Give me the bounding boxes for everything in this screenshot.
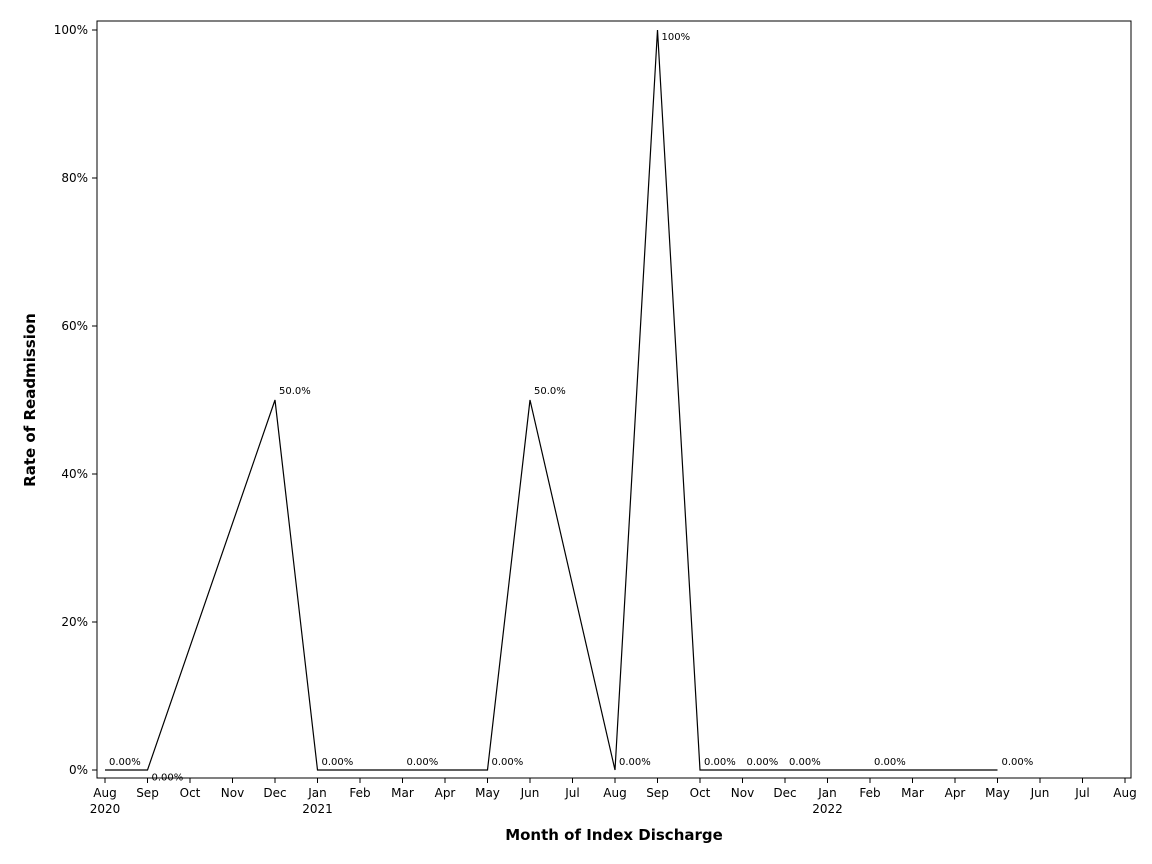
x-tick-label: Jun [1030, 786, 1050, 800]
y-axis-title: Rate of Readmission [21, 313, 39, 487]
x-tick-label: Aug [603, 786, 626, 800]
data-label: 0.00% [407, 757, 439, 768]
x-tick-year-label: 2022 [812, 802, 843, 816]
x-tick-year-label: 2021 [302, 802, 333, 816]
x-tick-label: Sep [646, 786, 669, 800]
x-tick-label: Apr [945, 786, 966, 800]
x-tick-label: May [475, 786, 500, 800]
data-label: 0.00% [492, 757, 524, 768]
data-label: 0.00% [322, 757, 354, 768]
x-tick-label: Feb [349, 786, 370, 800]
x-tick-label: Jul [564, 786, 579, 800]
x-axis: Aug 2020 Sep Oct Nov Dec Jan 2021 Feb Mar Apr May Ju… [90, 778, 1137, 816]
y-tick-label: 40% [61, 467, 88, 481]
x-tick-label: Jun [520, 786, 540, 800]
x-tick-year-label: 2020 [90, 802, 121, 816]
x-tick-label: May [985, 786, 1010, 800]
series-line [105, 29, 998, 771]
x-tick-label: Dec [263, 786, 286, 800]
data-labels: 0.00% 0.00% 50.0% 0.00% 0.00% 0.00% 50.0% 0.00%… [109, 32, 1033, 783]
data-label: 50.0% [279, 386, 311, 397]
x-tick-label: Sep [136, 786, 159, 800]
data-label: 0.00% [704, 757, 736, 768]
x-tick-label: Dec [773, 786, 796, 800]
x-axis-title: Month of Index Discharge [505, 826, 723, 844]
x-tick-label: Feb [859, 786, 880, 800]
y-tick-label: 80% [61, 171, 88, 185]
plot-frame [96, 20, 1132, 779]
data-label: 0.00% [789, 757, 821, 768]
x-tick-label: Jul [1074, 786, 1089, 800]
y-tick-label: 0% [69, 763, 88, 777]
data-label: 50.0% [534, 386, 566, 397]
x-tick-label: Mar [901, 786, 924, 800]
data-label: 0.00% [874, 757, 906, 768]
x-tick-label: Nov [731, 786, 754, 800]
x-tick-label: Oct [180, 786, 201, 800]
x-tick-label: Mar [391, 786, 414, 800]
y-tick-label: 100% [54, 23, 88, 37]
x-tick-label: Oct [690, 786, 711, 800]
x-tick-label: Aug [93, 786, 116, 800]
data-label: 0.00% [1002, 757, 1034, 768]
data-label: 0.00% [619, 757, 651, 768]
data-label: 0.00% [109, 757, 141, 768]
y-tick-label: 20% [61, 615, 88, 629]
x-tick-label: Jan [307, 786, 327, 800]
x-tick-label: Aug [1113, 786, 1136, 800]
x-tick-label: Jan [817, 786, 837, 800]
y-axis: 0% 20% 40% 60% 80% 100% [54, 23, 97, 777]
y-tick-label: 60% [61, 319, 88, 333]
data-label: 100% [662, 32, 691, 43]
x-tick-label: Nov [221, 786, 244, 800]
data-label: 0.00% [747, 757, 779, 768]
data-label: 0.00% [152, 772, 184, 783]
x-tick-label: Apr [435, 786, 456, 800]
